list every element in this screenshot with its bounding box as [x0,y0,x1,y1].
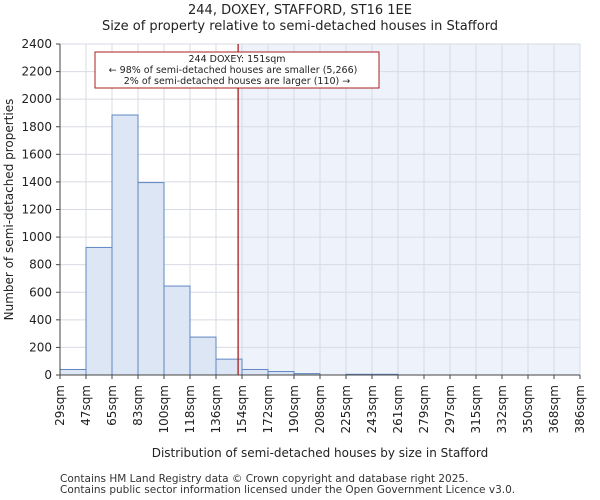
x-tick-label-190sqm: 190sqm [287,385,301,433]
y-tick-label: 0 [44,368,52,382]
y-tick-label: 2400 [21,37,52,51]
chart-title: 244, DOXEY, STAFFORD, ST16 1EE [188,3,412,18]
bar-47sqm [85,246,113,376]
x-tick-label-225sqm: 225sqm [339,385,353,433]
footer: Contains HM Land Registry data © Crown c… [60,474,515,496]
y-tick-label: 800 [29,258,52,272]
annotation-line-3: 2% of semi-detached houses are larger (1… [124,76,351,87]
x-axis-label: Distribution of semi-detached houses by … [152,446,489,460]
y-tick-label: 1000 [21,230,52,244]
x-tick-label-172sqm: 172sqm [261,385,275,433]
y-tick-label: 2000 [21,92,52,106]
bar-29sqm [59,368,87,376]
x-tick-label-243sqm: 243sqm [365,385,379,433]
x-tick-label-118sqm: 118sqm [183,385,197,433]
x-tick-label-29sqm: 29sqm [53,385,67,426]
bar-65sqm [111,114,139,376]
x-tick-label-386sqm: 386sqm [573,385,587,433]
bar-118sqm [189,336,217,376]
bar-172sqm [267,371,295,376]
bar-100sqm [163,285,191,376]
x-tick-label-350sqm: 350sqm [521,385,535,433]
x-tick-label-261sqm: 261sqm [391,385,405,433]
bar-83sqm [137,182,165,376]
x-tick-label-136sqm: 136sqm [209,385,223,433]
annotation-line-2: ← 98% of semi-detached houses are smalle… [109,65,358,76]
y-tick-label: 1600 [21,147,52,161]
annotation-box [94,51,380,89]
chart-title-block: 244, DOXEY, STAFFORD, ST16 1EE Size of p… [0,3,600,35]
footer-line-2: Contains public sector information licen… [60,484,516,496]
x-tick-label-208sqm: 208sqm [313,385,327,433]
x-tick-label-297sqm: 297sqm [443,385,457,433]
y-tick-label: 2200 [21,65,52,79]
y-tick-label: 1200 [21,203,52,217]
bar-154sqm [241,368,269,376]
x-tick-label-332sqm: 332sqm [495,385,509,433]
annotation-line-1: 244 DOXEY: 151sqm [189,54,286,65]
y-tick-label: 600 [29,285,52,299]
chart-subtitle: Size of property relative to semi-detach… [101,19,499,34]
x-tick-label-279sqm: 279sqm [417,385,431,433]
x-tick-label-83sqm: 83sqm [131,385,145,426]
x-tick-label-154sqm: 154sqm [235,385,249,433]
y-tick-label: 400 [29,313,52,327]
y-axis-label: Number of semi-detached properties [2,99,16,321]
x-tick-label-100sqm: 100sqm [157,385,171,433]
y-tick-label: 1400 [21,175,52,189]
footer-line-1: Contains HM Land Registry data © Crown c… [60,473,469,485]
x-tick-label-65sqm: 65sqm [105,385,119,426]
x-tick-label-368sqm: 368sqm [547,385,561,433]
x-tick-label-47sqm: 47sqm [79,385,93,426]
x-tick-label-315sqm: 315sqm [469,385,483,433]
y-tick-label: 1800 [21,120,52,134]
y-tick-label: 200 [29,340,52,354]
